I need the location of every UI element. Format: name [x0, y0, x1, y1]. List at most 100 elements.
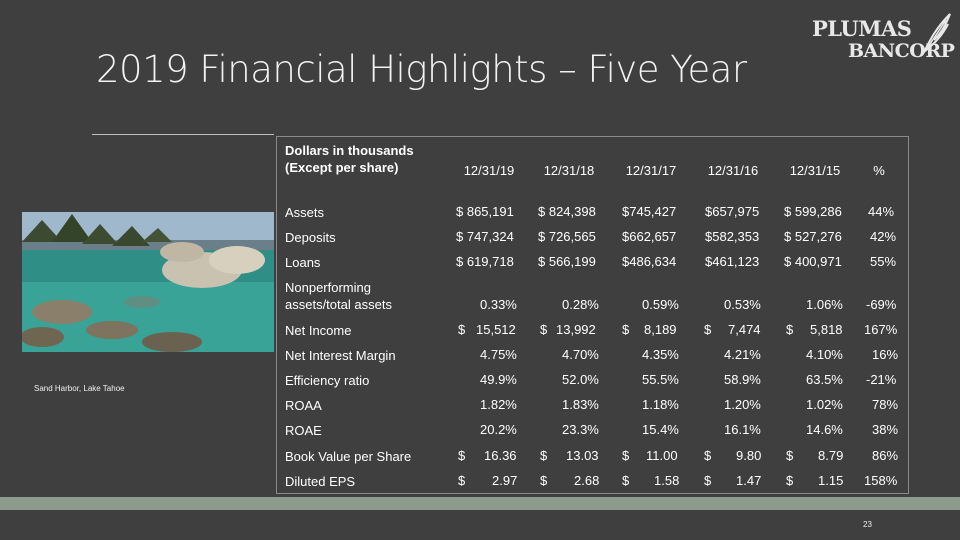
- cell-pct: 78%: [872, 397, 899, 412]
- currency-symbol: $: [786, 448, 794, 463]
- row-label-line-1: Nonperforming: [285, 280, 371, 295]
- financial-table: [276, 136, 909, 494]
- slide-title: 2019 Financial Highlights – Five Year: [96, 48, 747, 91]
- currency-symbol: $: [704, 448, 712, 463]
- currency-symbol: $: [458, 448, 466, 463]
- cell-value: $657,975: [705, 204, 760, 219]
- column-header: 12/31/17: [625, 163, 677, 178]
- column-header: 12/31/19: [463, 163, 515, 178]
- cell-value: $ 865,191: [456, 204, 514, 219]
- currency-symbol: $: [786, 473, 794, 488]
- column-header: %: [873, 163, 885, 178]
- cell-value: 49.9%: [480, 372, 517, 387]
- column-header: 12/31/16: [707, 163, 759, 178]
- cell-pct: 16%: [872, 347, 899, 362]
- header-label-line-1: Dollars in thousands: [285, 143, 414, 158]
- row-label: Net Income: [285, 323, 352, 338]
- plumas-bancorp-logo: PLUMAS BANCORP: [812, 10, 955, 66]
- cell-value: 4.21%: [724, 347, 761, 362]
- cell-value: 2.97: [492, 473, 518, 488]
- lake-tahoe-photo: [22, 212, 274, 352]
- cell-pct: 158%: [864, 473, 898, 488]
- header-label-line-2: (Except per share): [285, 160, 399, 175]
- cell-value: 8,189: [644, 322, 677, 337]
- currency-symbol: $: [704, 322, 712, 337]
- cell-value: $745,427: [622, 204, 677, 219]
- cell-value: $ 747,324: [456, 229, 514, 244]
- cell-value: $ 566,199: [538, 254, 596, 269]
- cell-value: 4.70%: [562, 347, 599, 362]
- currency-symbol: $: [622, 322, 630, 337]
- row-label: Efficiency ratio: [285, 373, 370, 388]
- row-label: ROAE: [285, 423, 322, 438]
- currency-symbol: $: [622, 448, 630, 463]
- row-label-line-2: assets/total assets: [285, 297, 392, 312]
- cell-value: 0.28%: [562, 297, 599, 312]
- title-underline: [92, 134, 274, 135]
- cell-value: $ 527,276: [784, 229, 842, 244]
- cell-value: 1.82%: [480, 397, 517, 412]
- row-label: ROAA: [285, 398, 322, 413]
- cell-value: 15.4%: [642, 422, 679, 437]
- cell-pct: 86%: [872, 448, 899, 463]
- cell-pct: 42%: [870, 229, 897, 244]
- row-label: Assets: [285, 205, 325, 220]
- cell-value: 4.75%: [480, 347, 517, 362]
- cell-value: $582,353: [705, 229, 760, 244]
- page-number: 23: [863, 520, 872, 529]
- cell-value: 0.33%: [480, 297, 517, 312]
- cell-pct: 167%: [864, 322, 898, 337]
- currency-symbol: $: [704, 473, 712, 488]
- cell-value: 20.2%: [480, 422, 517, 437]
- cell-value: $486,634: [622, 254, 677, 269]
- cell-value: 2.68: [574, 473, 600, 488]
- cell-value: 1.58: [654, 473, 680, 488]
- cell-value: $ 400,971: [784, 254, 842, 269]
- cell-value: $ 824,398: [538, 204, 596, 219]
- currency-symbol: $: [458, 322, 466, 337]
- row-label: Diluted EPS: [285, 474, 356, 489]
- currency-symbol: $: [540, 322, 548, 337]
- cell-pct: 44%: [868, 204, 895, 219]
- row-label: Nonperforming assets/total assets: [285, 279, 392, 313]
- row-label: Loans: [285, 255, 321, 270]
- column-header: 12/31/15: [789, 163, 841, 178]
- cell-value: 1.47: [736, 473, 762, 488]
- cell-value: 58.9%: [724, 372, 761, 387]
- currency-symbol: $: [540, 473, 548, 488]
- cell-value: 1.02%: [806, 397, 843, 412]
- cell-value: 16.1%: [724, 422, 761, 437]
- cell-value: 1.15: [818, 473, 844, 488]
- cell-value: 7,474: [728, 322, 761, 337]
- cell-value: 55.5%: [642, 372, 679, 387]
- cell-value: 9.80: [736, 448, 762, 463]
- cell-value: 1.06%: [806, 297, 843, 312]
- cell-value: 8.79: [818, 448, 844, 463]
- cell-value: 15,512: [476, 322, 516, 337]
- cell-value: 1.18%: [642, 397, 679, 412]
- cell-value: 63.5%: [806, 372, 843, 387]
- cell-value: 0.59%: [642, 297, 679, 312]
- cell-value: 0.53%: [724, 297, 761, 312]
- cell-value: 1.83%: [562, 397, 599, 412]
- table-header-label: Dollars in thousands (Except per share): [285, 142, 414, 176]
- cell-value: 52.0%: [562, 372, 599, 387]
- bottom-accent-band: [0, 497, 960, 510]
- row-label: Book Value per Share: [285, 449, 412, 464]
- cell-value: 1.20%: [724, 397, 761, 412]
- currency-symbol: $: [786, 322, 794, 337]
- column-header: 12/31/18: [543, 163, 595, 178]
- logo-line-1: PLUMAS: [812, 16, 912, 41]
- currency-symbol: $: [540, 448, 548, 463]
- cell-value: 11.00: [646, 448, 678, 463]
- cell-value: 16.36: [484, 448, 517, 463]
- cell-value: 14.6%: [806, 422, 843, 437]
- cell-value: $662,657: [622, 229, 677, 244]
- photo-caption: Sand Harbor, Lake Tahoe: [34, 384, 125, 393]
- row-label: Deposits: [285, 230, 336, 245]
- currency-symbol: $: [622, 473, 630, 488]
- cell-pct: 38%: [872, 422, 899, 437]
- footer-background: [0, 510, 960, 540]
- cell-value: 13,992: [556, 322, 596, 337]
- cell-pct: -21%: [866, 372, 897, 387]
